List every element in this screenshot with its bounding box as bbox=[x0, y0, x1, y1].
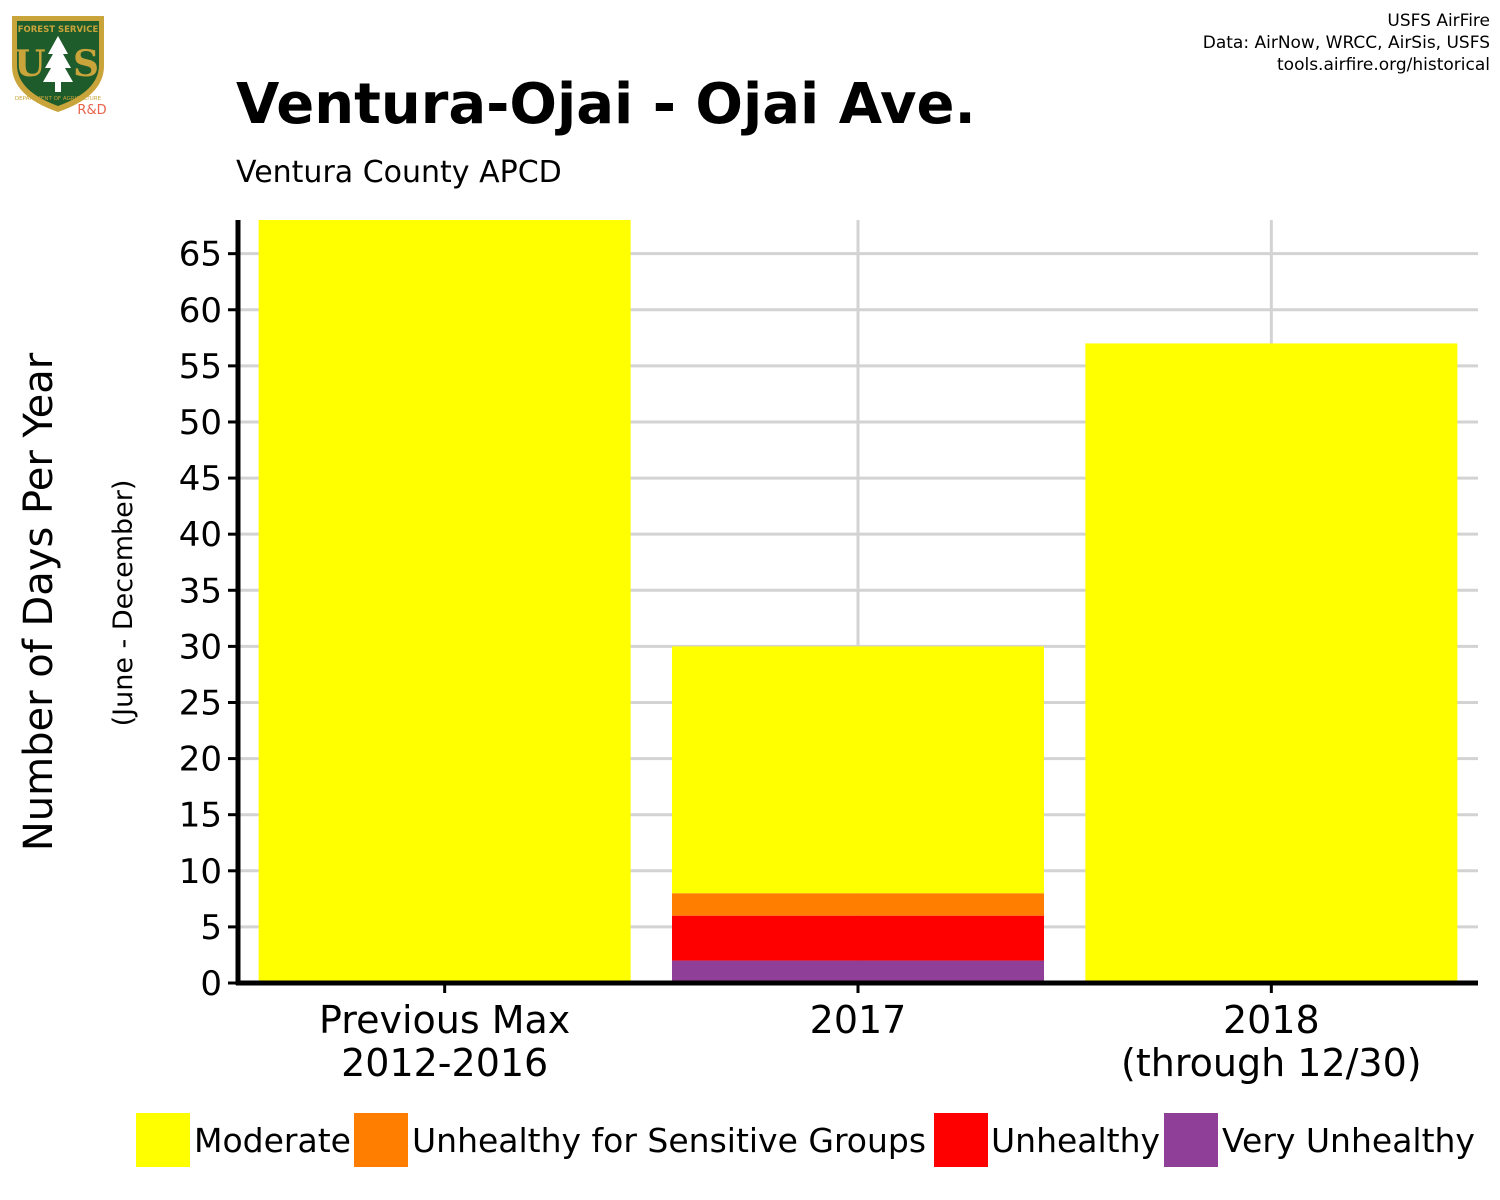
legend-label: Unhealthy bbox=[991, 1121, 1160, 1160]
chart-subtitle: Ventura County APCD bbox=[236, 155, 562, 190]
bar-segment bbox=[672, 915, 1044, 961]
legend-label: Unhealthy for Sensitive Groups bbox=[412, 1121, 926, 1160]
y-tick-label: 55 bbox=[179, 347, 222, 387]
y-tick-label: 30 bbox=[179, 627, 222, 667]
usfs-shield-logo: FOREST SERVICE U S DEPARTMENT OF AGRICUL… bbox=[12, 16, 107, 118]
logo-letter-u: U bbox=[14, 43, 45, 85]
y-tick-label: 60 bbox=[179, 291, 222, 331]
x-tick-label: (through 12/30) bbox=[1121, 1041, 1422, 1085]
legend-swatch bbox=[1164, 1113, 1218, 1167]
logo-letter-s: S bbox=[73, 43, 99, 85]
x-tick-label: 2018 bbox=[1223, 998, 1320, 1042]
y-axis-subtitle: (June - December) bbox=[108, 480, 139, 727]
y-tick-label: 40 bbox=[179, 515, 222, 555]
y-tick-label: 65 bbox=[179, 235, 222, 275]
legend-swatch bbox=[934, 1113, 988, 1167]
y-tick-label: 45 bbox=[179, 459, 222, 499]
logo-bottom-text: DEPARTMENT OF AGRICULTURE bbox=[15, 96, 102, 102]
y-tick-label: 10 bbox=[179, 852, 222, 892]
legend-swatch bbox=[354, 1113, 408, 1167]
x-tick-label: 2012-2016 bbox=[341, 1041, 548, 1085]
x-tick-label: Previous Max bbox=[319, 998, 570, 1042]
y-tick-label: 35 bbox=[179, 571, 222, 611]
y-tick-label: 5 bbox=[200, 908, 222, 948]
logo-tag: R&D bbox=[77, 103, 106, 118]
y-tick-label: 25 bbox=[179, 683, 222, 723]
credit-line-1: USFS AirFire bbox=[1387, 11, 1490, 31]
y-axis-title: Number of Days Per Year bbox=[16, 352, 62, 851]
x-tick-label: 2017 bbox=[810, 998, 907, 1042]
bar-segment bbox=[1085, 343, 1458, 983]
data-credits: USFS AirFire Data: AirNow, WRCC, AirSis,… bbox=[1203, 10, 1490, 76]
logo-top-text: FOREST SERVICE bbox=[18, 25, 99, 35]
bar-segment bbox=[258, 220, 631, 983]
chart-title: Ventura-Ojai - Ojai Ave. bbox=[236, 72, 976, 137]
legend-label: Moderate bbox=[194, 1121, 351, 1160]
y-tick-label: 50 bbox=[179, 403, 222, 443]
y-tick-label: 0 bbox=[200, 964, 222, 1004]
tree-icon bbox=[43, 36, 73, 92]
bar-segment bbox=[672, 893, 1044, 916]
legend-label: Very Unhealthy bbox=[1222, 1121, 1475, 1160]
credit-line-2: Data: AirNow, WRCC, AirSis, USFS bbox=[1202, 33, 1490, 53]
y-tick-label: 20 bbox=[179, 740, 222, 780]
credit-line-3: tools.airfire.org/historical bbox=[1277, 55, 1490, 75]
y-tick-label: 15 bbox=[179, 796, 222, 836]
legend-swatch bbox=[136, 1113, 190, 1167]
bar-segment bbox=[672, 960, 1044, 983]
bar-segment bbox=[672, 646, 1044, 894]
